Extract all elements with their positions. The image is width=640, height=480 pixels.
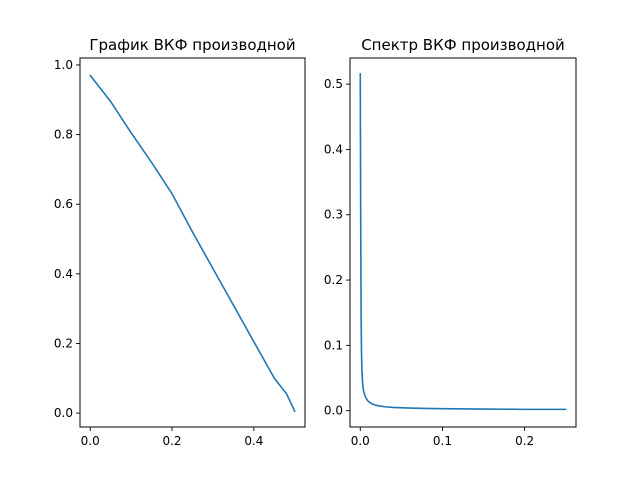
axes-frame — [79, 57, 306, 428]
series-line — [359, 72, 567, 411]
x-tick-label: 0.0 — [81, 434, 100, 448]
y-tick-label: 0.0 — [324, 404, 343, 418]
x-tick-label: 0.2 — [162, 434, 181, 448]
y-tick-label: 1.0 — [54, 58, 73, 72]
x-tick-label: 0.4 — [244, 434, 263, 448]
left-chart-wrcf: График ВКФ производной 0.0 0.2 0.4 0.0 0.2 0.… — [54, 36, 306, 448]
y-tick-label: 0.8 — [54, 128, 73, 142]
y-tick-label: 0.4 — [54, 267, 73, 281]
chart-title: График ВКФ производной — [89, 36, 295, 54]
y-tick-label: 0.5 — [324, 77, 343, 91]
y-tick-label: 0.4 — [324, 142, 343, 156]
axes-frame — [349, 57, 577, 428]
y-tick-label: 0.2 — [324, 273, 343, 287]
y-tick-label: 0.2 — [54, 336, 73, 350]
x-tick-label: 0.2 — [515, 434, 534, 448]
series-line — [89, 74, 296, 413]
y-tick-label: 0.6 — [54, 197, 73, 211]
y-tick-label: 0.1 — [324, 338, 343, 352]
x-tick-label: 0.0 — [351, 434, 370, 448]
right-chart-spectrum: Спектр ВКФ производной 0.0 0.1 0.2 0.0 0.1 0.… — [324, 36, 577, 448]
y-tick-label: 0.3 — [324, 208, 343, 222]
x-tick-label: 0.1 — [433, 434, 452, 448]
chart-title: Спектр ВКФ производной — [361, 36, 565, 54]
y-tick-label: 0.0 — [54, 406, 73, 420]
